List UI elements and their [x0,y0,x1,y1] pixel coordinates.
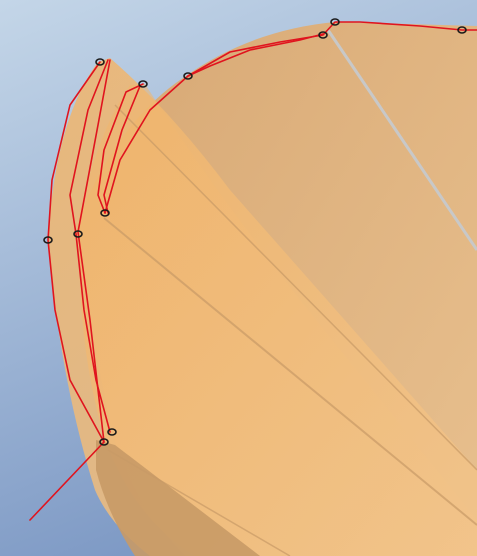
vertex-marker-icon[interactable] [100,209,110,217]
vertex-marker-icon[interactable] [43,236,53,244]
vertex-marker-icon[interactable] [95,58,105,66]
inner-profile-curve-b[interactable] [97,83,144,214]
vertex-markers [43,18,467,446]
inner-flap-surface[interactable] [76,84,477,556]
bottom-edge-band [96,440,260,556]
outer-profile-return[interactable] [69,59,111,433]
outer-profile-curve[interactable] [29,61,105,521]
vertex-marker-icon[interactable] [318,31,328,39]
inner-profile-curve-c[interactable] [103,85,141,214]
vertex-marker-icon[interactable] [138,80,148,88]
vertex-marker-icon[interactable] [330,18,340,26]
vertex-marker-icon[interactable] [183,72,193,80]
surface-seam-2 [103,217,477,526]
top-arc-curve[interactable] [104,21,477,214]
vertex-marker-icon[interactable] [457,26,467,34]
vertex-marker-icon[interactable] [73,230,83,238]
top-arc-inner[interactable] [187,33,324,77]
vertex-marker-icon[interactable] [107,428,117,436]
inner-profile-curve-a[interactable] [77,59,111,443]
surface-seam-1 [326,29,477,251]
vertex-marker-icon[interactable] [99,438,109,446]
surface-seam-3 [114,104,477,471]
surface-seam-4 [107,449,291,556]
